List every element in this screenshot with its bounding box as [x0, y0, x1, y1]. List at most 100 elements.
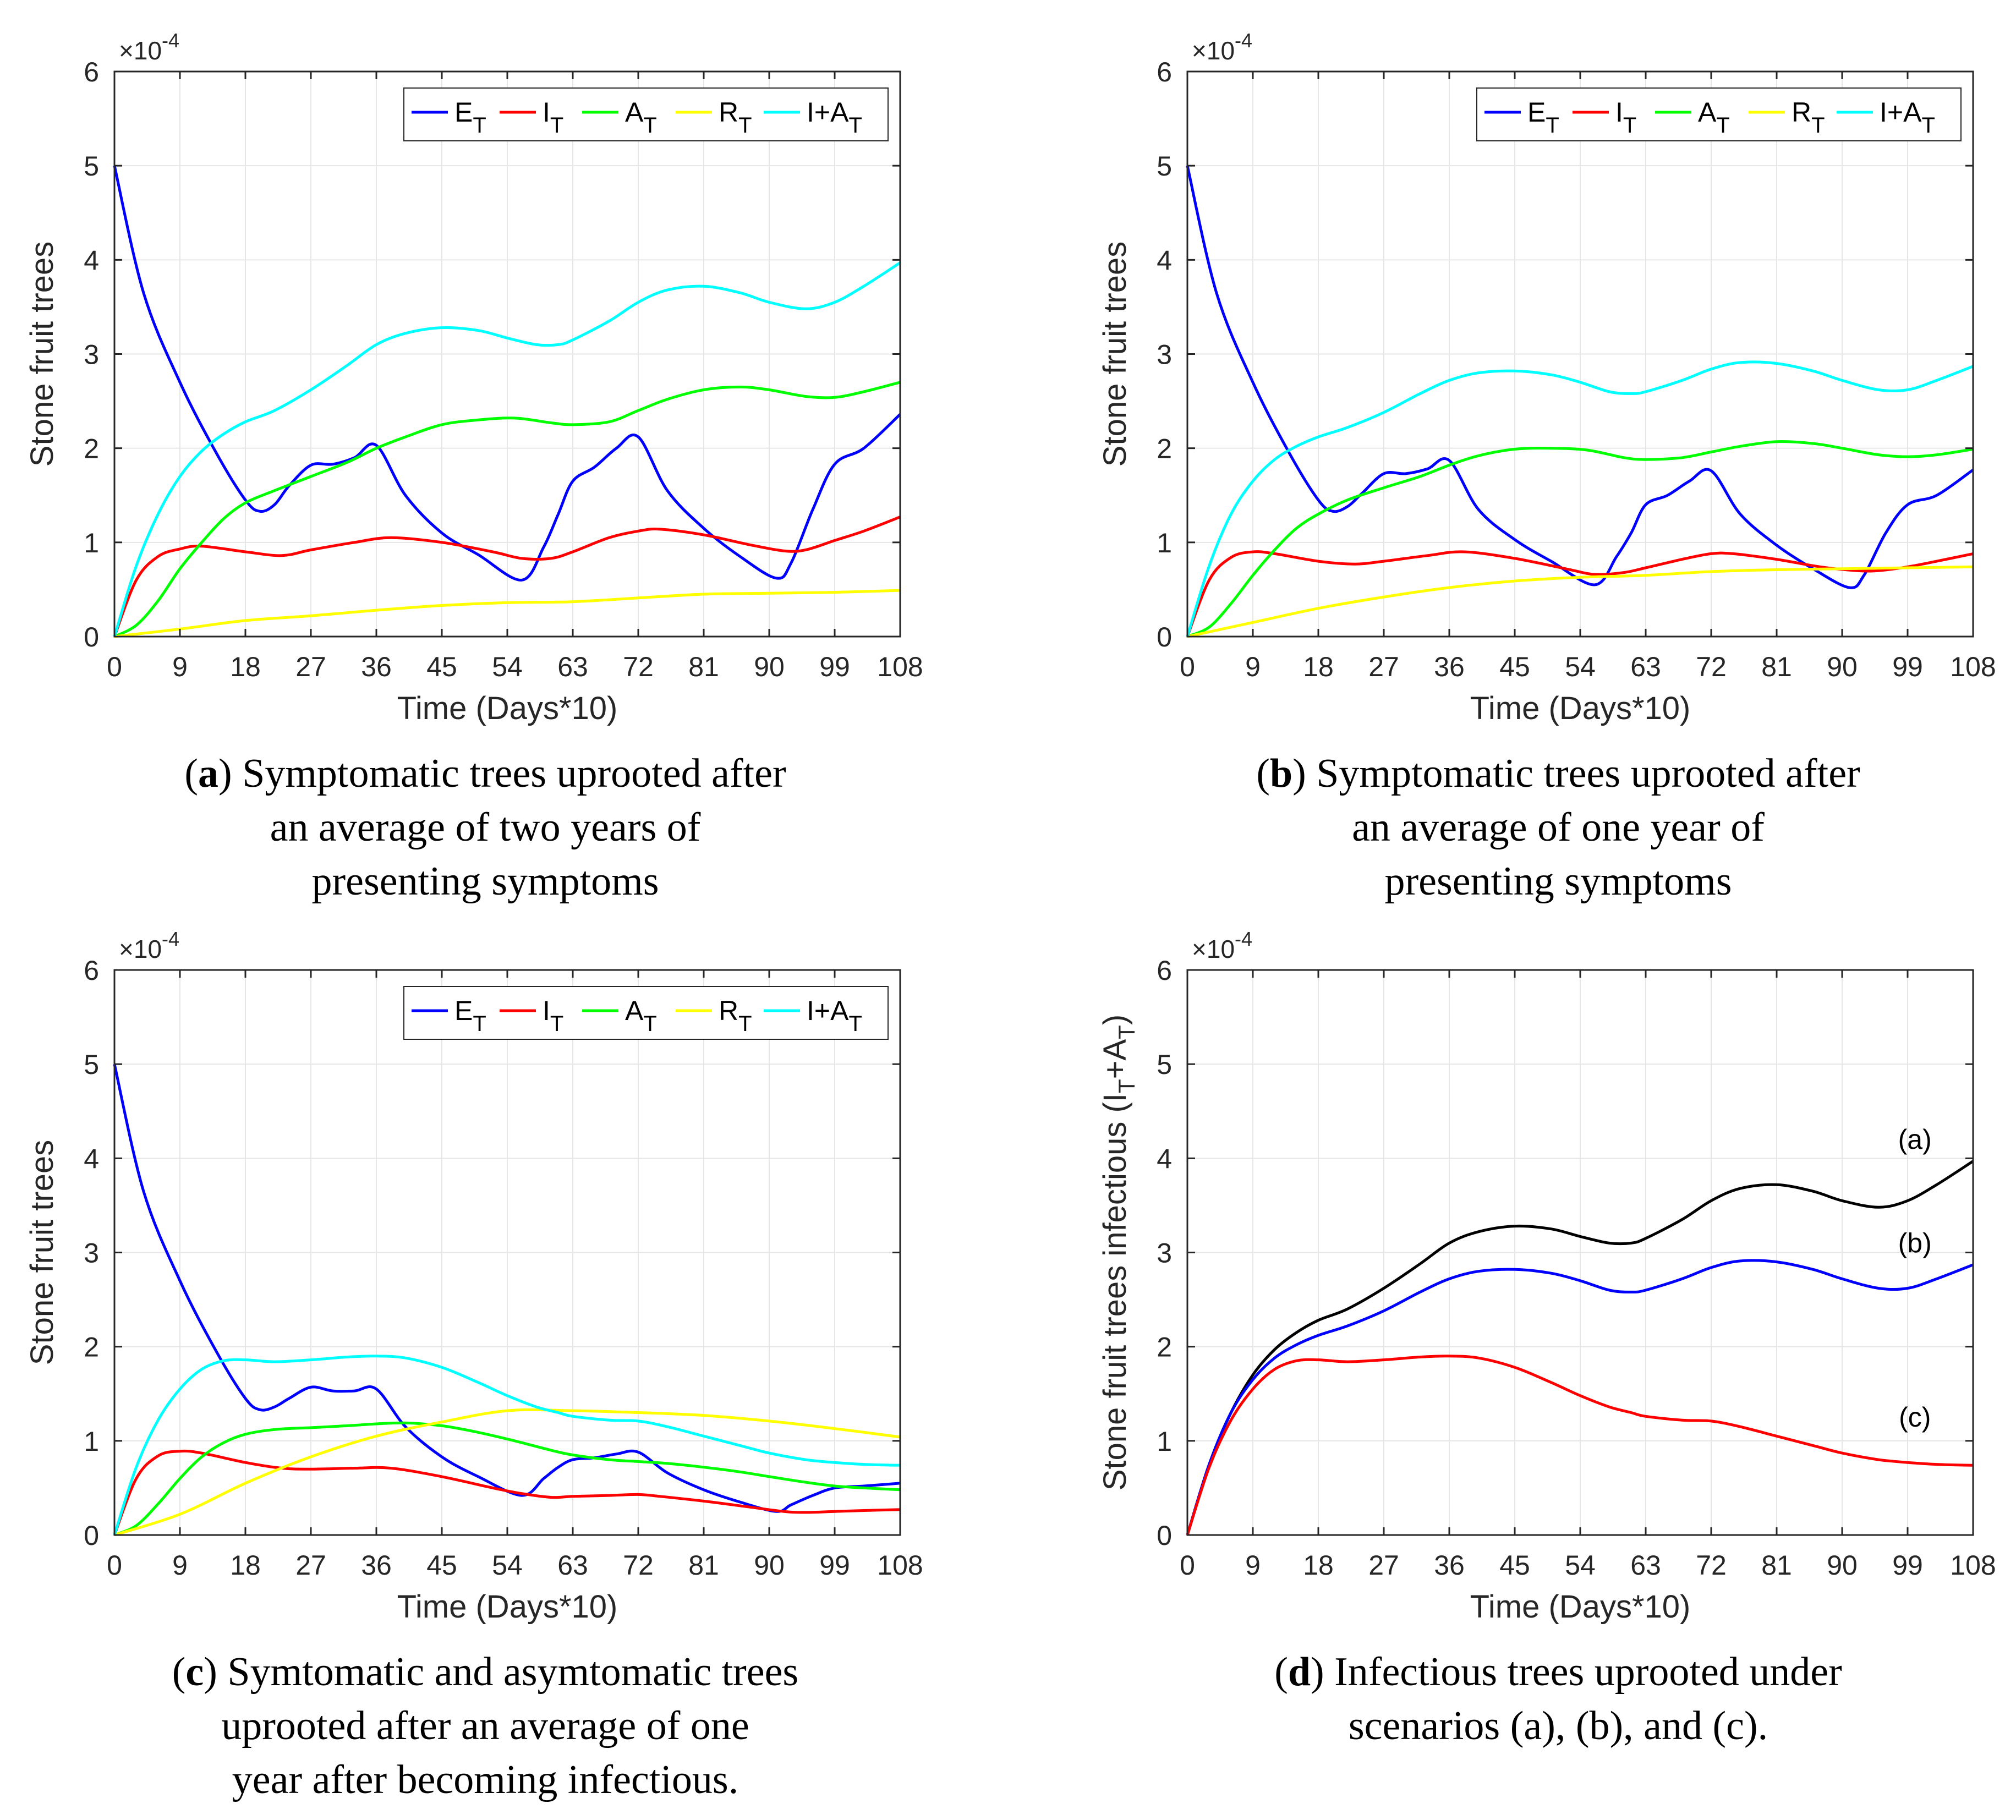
y-tick-label: 3	[84, 1238, 99, 1269]
x-tick-label: 81	[1761, 651, 1792, 682]
legend-sub: T	[1623, 113, 1636, 138]
x-axis-label: Time (Days*10)	[397, 1589, 618, 1625]
y-label-end: )	[1097, 1015, 1133, 1025]
caption-letter: a	[198, 751, 218, 796]
series-line-d-0	[1186, 1160, 1974, 1536]
x-tick-label: 63	[1630, 651, 1661, 682]
series-line-b-0	[1186, 165, 1974, 589]
x-tick-label: 18	[1303, 1550, 1334, 1581]
caption-letter: b	[1270, 751, 1292, 796]
legend-name: R	[719, 995, 738, 1026]
x-tick-label: 72	[1696, 651, 1727, 682]
x-tick-label: 18	[230, 1550, 261, 1581]
x-tick-label: 36	[361, 651, 392, 682]
series-line-b-4	[1186, 360, 1974, 637]
exponent-label: ×10-4	[119, 29, 179, 65]
legend-sub: T	[1811, 113, 1825, 138]
legend-sub: T	[1716, 113, 1729, 138]
x-tick-label: 99	[1892, 651, 1923, 682]
panel-c: 0 9 18 27 36 45 54 63 72 81 90 99 1080123456×10-4Tim…	[24, 928, 923, 1802]
caption-line: (a) Symptomatic trees uprooted after	[184, 751, 786, 796]
legend-sub: T	[738, 113, 752, 138]
y-tick-label: 5	[84, 151, 99, 182]
x-tick-label: 54	[492, 651, 523, 682]
caption-line: scenarios (a), (b), and (c).	[1349, 1703, 1768, 1748]
caption-paren: (	[1256, 751, 1270, 796]
x-tick-label: 27	[295, 1550, 326, 1581]
y-tick-label: 0	[84, 622, 99, 653]
y-tick-label: 4	[84, 1143, 99, 1174]
legend-name: R	[1792, 97, 1811, 128]
y-tick-label: 4	[84, 245, 99, 276]
x-tick-label: 0	[107, 651, 122, 682]
x-tick-label: 54	[492, 1550, 523, 1581]
series-line-b-1	[1186, 550, 1974, 637]
x-tick-label: 63	[557, 651, 588, 682]
caption-text: scenarios (a), (b), and (c).	[1349, 1703, 1768, 1748]
x-tick-label: 108	[1950, 1550, 1996, 1581]
legend-name: R	[719, 97, 738, 128]
series-line-c-3	[114, 1408, 901, 1537]
y-axis-label: Stone fruit trees	[1097, 242, 1133, 467]
legend-label: AT	[1698, 97, 1730, 138]
legend-box	[403, 986, 889, 1040]
y-tick-label: 6	[84, 57, 99, 87]
legend-label: I+AT	[807, 995, 862, 1036]
legend-label: IT	[1615, 97, 1636, 138]
x-tick-label: 81	[1761, 1550, 1792, 1581]
legend-label: ET	[454, 97, 486, 138]
x-tick-label: 27	[1368, 651, 1399, 682]
x-tick-label: 0	[1180, 651, 1195, 682]
caption-line: presenting symptoms	[1384, 859, 1732, 904]
y-tick-label: 1	[84, 1426, 99, 1457]
x-tick-label: 63	[1630, 1550, 1661, 1581]
x-tick-label: 81	[688, 651, 719, 682]
y-tick-label: 4	[1157, 245, 1172, 276]
x-tick-label: 0	[1180, 1550, 1195, 1581]
x-tick-label: 90	[1827, 1550, 1858, 1581]
legend-sub: T	[643, 113, 656, 138]
caption-text: ) Symptomatic trees uprooted after	[1292, 751, 1860, 796]
y-tick-label: 5	[84, 1049, 99, 1080]
caption-text: uprooted after an average of one	[221, 1703, 749, 1748]
y-axis-label: Stone fruit trees	[24, 242, 60, 467]
series-annotation-1: (b)	[1898, 1228, 1932, 1259]
x-tick-label: 72	[623, 651, 654, 682]
caption-letter: d	[1288, 1649, 1311, 1695]
y-tick-label: 6	[1157, 57, 1172, 87]
y-tick-label: 0	[84, 1520, 99, 1551]
x-axis-label: Time (Days*10)	[1470, 690, 1691, 726]
x-tick-label: 108	[877, 1550, 923, 1581]
x-tick-label: 108	[1950, 651, 1996, 682]
x-tick-label: 54	[1565, 651, 1596, 682]
legend-sub: T	[550, 113, 563, 138]
x-tick-label: 9	[172, 1550, 188, 1581]
y-tick-label: 1	[1157, 528, 1172, 558]
caption-line: an average of one year of	[1352, 805, 1765, 850]
series-line-a-0	[113, 165, 901, 582]
y-tick-label: 3	[1157, 339, 1172, 370]
y-tick-label: 2	[84, 1332, 99, 1363]
panel-d: 0 9 18 27 36 45 54 63 72 81 90 99 1080123456×10-4Tim…	[1097, 928, 1996, 1748]
legend-label: I+AT	[1880, 97, 1935, 138]
caption-line: (d) Infectious trees uprooted under	[1274, 1649, 1842, 1695]
x-tick-label: 63	[557, 1550, 588, 1581]
y-tick-label: 6	[84, 955, 99, 986]
legend-name: A	[625, 97, 644, 128]
legend-label: ET	[454, 995, 486, 1036]
y-tick-label: 4	[1157, 1143, 1172, 1174]
series-line-c-2	[113, 1421, 901, 1537]
legend-sub: T	[738, 1012, 752, 1036]
tick-marks	[113, 969, 901, 1536]
caption-line: year after becoming infectious.	[232, 1757, 738, 1802]
series-line-a-3	[114, 589, 901, 638]
series-annotation-2: (c)	[1899, 1402, 1931, 1433]
caption-text: presenting symptoms	[1384, 859, 1732, 904]
legend-sub: T	[848, 113, 862, 138]
y-tick-label: 5	[1157, 1049, 1172, 1080]
tick-marks	[113, 70, 901, 638]
series-line-c-1	[113, 1449, 901, 1536]
x-tick-label: 18	[230, 651, 261, 682]
x-tick-label: 27	[1368, 1550, 1399, 1581]
x-axis-label: Time (Days*10)	[397, 690, 618, 726]
